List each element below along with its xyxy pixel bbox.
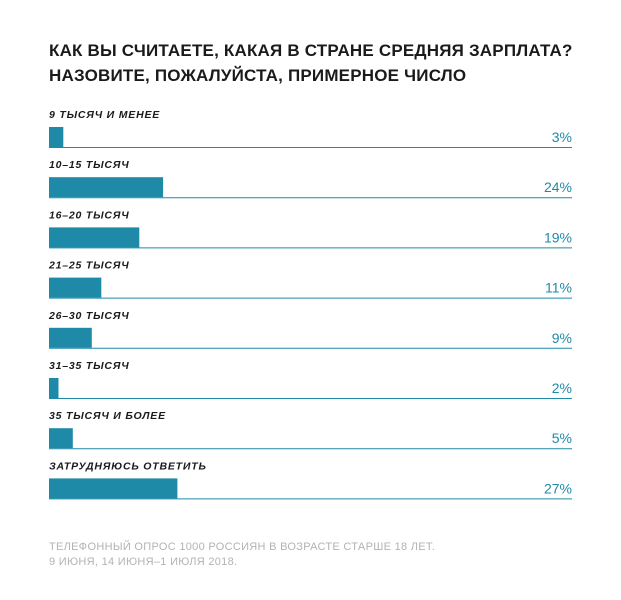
category-label: 21–25 ТЫСЯЧ (48, 260, 130, 272)
bar (49, 227, 140, 248)
value-label: 9% (552, 330, 572, 346)
category-label: 16–20 ТЫСЯЧ (49, 209, 130, 221)
value-label: 24% (544, 179, 572, 195)
category-label: 10–15 ТЫСЯЧ (49, 159, 130, 171)
value-label: 5% (552, 430, 572, 446)
category-label: 35 ТЫСЯЧ И БОЛЕЕ (49, 410, 166, 422)
category-label: 31–35 ТЫСЯЧ (49, 360, 130, 372)
bar (49, 277, 102, 298)
category-label: 9 ТЫСЯЧ И МЕНЕЕ (49, 109, 160, 121)
bar (49, 378, 59, 398)
chart-title-line-2: НАЗОВИТЕ, ПОЖАЛУЙСТА, ПРИМЕРНОЕ ЧИСЛО (49, 66, 467, 85)
value-label: 2% (552, 380, 572, 396)
category-label: 26–30 ТЫСЯЧ (48, 310, 130, 322)
chart-title-line-1: КАК ВЫ СЧИТАЕТЕ, КАКАЯ В СТРАНЕ СРЕДНЯЯ … (49, 41, 573, 60)
bar (49, 127, 64, 147)
footnote-line-1: ТЕЛЕФОННЫЙ ОПРОС 1000 РОССИЯН В ВОЗРАСТЕ… (49, 541, 436, 553)
bar (49, 478, 178, 499)
value-label: 3% (552, 129, 572, 145)
value-label: 19% (544, 229, 572, 245)
footnote: ТЕЛЕФОННЫЙ ОПРОС 1000 РОССИЯН В ВОЗРАСТЕ… (49, 540, 589, 570)
footnote-line-2: 9 ИЮНЯ, 14 ИЮНЯ–1 ИЮЛЯ 2018. (49, 556, 238, 568)
value-label: 27% (544, 480, 572, 496)
bar (49, 428, 73, 449)
bar (49, 327, 92, 348)
chart-title: КАК ВЫ СЧИТАЕТЕ, КАКАЯ В СТРАНЕ СРЕДНЯЯ … (49, 38, 609, 88)
bar (49, 177, 164, 198)
value-label: 11% (545, 280, 572, 296)
category-label: ЗАТРУДНЯЮСЬ ОТВЕТИТЬ (49, 460, 207, 472)
